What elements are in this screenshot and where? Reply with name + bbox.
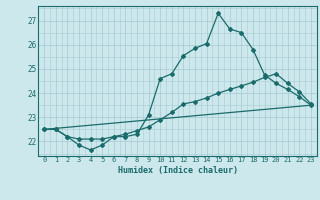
- X-axis label: Humidex (Indice chaleur): Humidex (Indice chaleur): [118, 166, 238, 175]
